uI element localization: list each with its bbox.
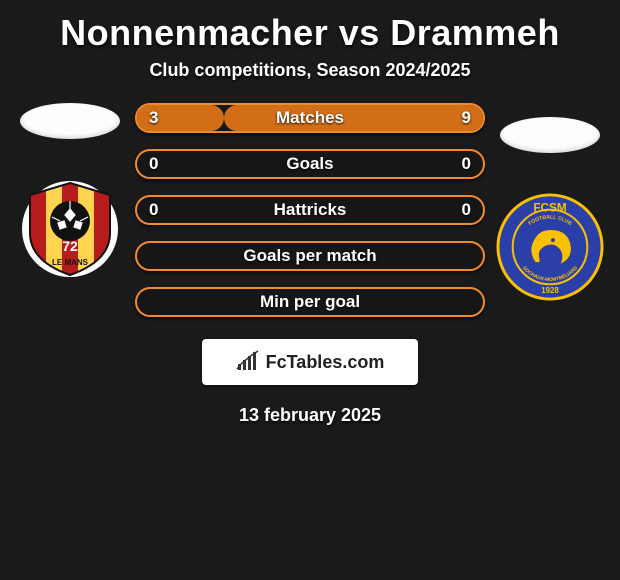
stat-left-value: 0 (149, 200, 158, 220)
stat-bar: Min per goal (135, 287, 485, 317)
stat-bar: 3 Matches 9 (135, 103, 485, 133)
svg-text:FCSM: FCSM (533, 202, 567, 215)
stat-right-value: 9 (462, 108, 471, 128)
right-side-column: FCSM FOOTBALL CLUB SOCHAUX-MONTBÉLIARD 1… (495, 117, 605, 301)
stat-label: Hattricks (274, 200, 347, 220)
stat-right-value: 0 (462, 200, 471, 220)
stat-label: Matches (276, 108, 344, 128)
bar-chart-icon (236, 350, 260, 374)
page-title: Nonnenmacher vs Drammeh (0, 4, 620, 60)
brand-label: FcTables.com (266, 352, 385, 373)
stat-bar: 0 Goals 0 (135, 149, 485, 179)
stat-bar: Goals per match (135, 241, 485, 271)
stat-right-value: 0 (462, 154, 471, 174)
left-side-column: 72 LE MANS (15, 103, 125, 279)
stat-label: Min per goal (260, 292, 360, 312)
brand-badge[interactable]: FcTables.com (202, 339, 418, 385)
date-line: 13 february 2025 (0, 405, 620, 426)
stat-bar: 0 Hattricks 0 (135, 195, 485, 225)
stat-fill-right (224, 105, 484, 131)
stat-label: Goals per match (243, 246, 376, 266)
stat-left-value: 3 (149, 108, 158, 128)
svg-text:LE MANS: LE MANS (52, 258, 89, 267)
right-team-crest: FCSM FOOTBALL CLUB SOCHAUX-MONTBÉLIARD 1… (496, 193, 604, 301)
stat-left-value: 0 (149, 154, 158, 174)
infographic-container: Nonnenmacher vs Drammeh Club competition… (0, 0, 620, 426)
svg-text:1928: 1928 (541, 286, 559, 295)
main-row: 72 LE MANS 3 Matches 9 0 Goals 0 0 Hattricks 0 Go… (0, 103, 620, 317)
fcsm-crest-icon: FCSM FOOTBALL CLUB SOCHAUX-MONTBÉLIARD 1… (496, 193, 604, 301)
player-photo-slot-right (500, 117, 600, 153)
svg-text:72: 72 (62, 238, 78, 254)
stats-column: 3 Matches 9 0 Goals 0 0 Hattricks 0 Goals per mat… (135, 103, 485, 317)
player-photo-slot-left (20, 103, 120, 139)
lemans-crest-icon: 72 LE MANS (20, 179, 120, 279)
subtitle: Club competitions, Season 2024/2025 (0, 60, 620, 103)
stat-label: Goals (286, 154, 333, 174)
left-team-crest: 72 LE MANS (20, 179, 120, 279)
